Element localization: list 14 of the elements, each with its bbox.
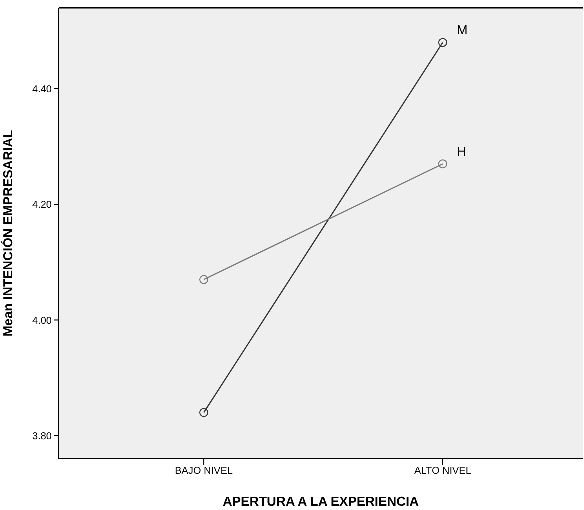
x-axis-title: APERTURA A LA EXPERIENCIA — [223, 494, 420, 509]
point — [438, 38, 448, 48]
x-tick-label: BAJO NIVEL — [175, 466, 234, 478]
series-label: H — [456, 144, 466, 160]
point — [438, 160, 448, 169]
x-tick-label: ALTO NIVEL — [414, 466, 472, 478]
point — [200, 275, 209, 284]
y-tick-label: 4.20 — [32, 200, 52, 212]
y-tick-label: 4.40 — [32, 84, 52, 96]
series-label: M — [456, 22, 468, 38]
y-tick-label: 4.00 — [32, 316, 52, 327]
y-axis-title: Mean INTENCIÓN EMPRESARIAL — [0, 130, 16, 337]
y-tick-label: 3.80 — [32, 431, 52, 442]
point — [200, 408, 209, 418]
